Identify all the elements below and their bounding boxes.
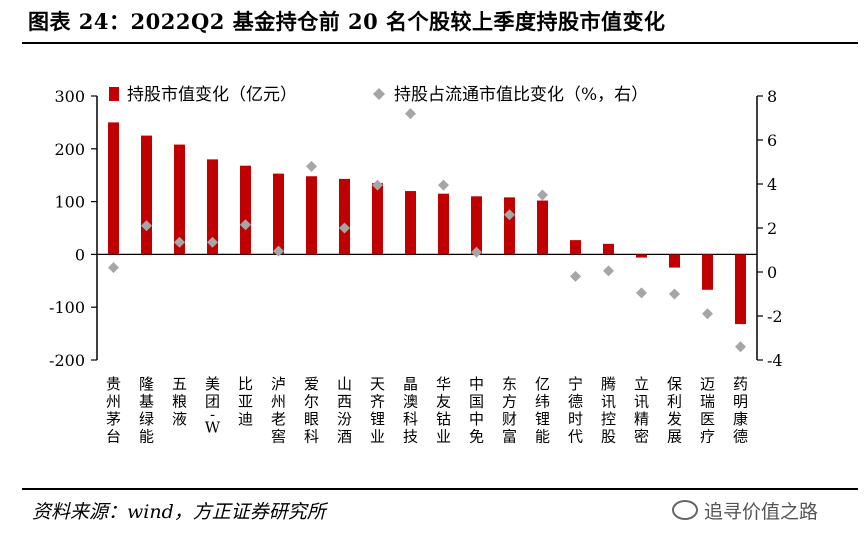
category-label: 爱尔眼科 [304,375,319,446]
left-axis-tick-label: 300 [54,87,85,106]
scatter-point [669,288,680,300]
bar [273,173,284,255]
category-label: 贵州茅台 [106,375,121,446]
bar [603,243,614,255]
scatter-point [306,160,317,172]
bar [570,240,581,255]
scatter-point [438,179,449,191]
bar [438,193,449,255]
left-axis-tick-label: -200 [49,351,85,370]
scatter-point [702,308,713,320]
legend-bar-label: 持股市值变化（亿元） [127,85,297,105]
category-label: 美团-W [205,375,221,437]
scatter-point [273,245,284,257]
bar [339,178,350,255]
category-label: 天齐锂业 [370,375,385,446]
scatter-point [372,179,383,191]
category-label: 华友钴业 [436,375,451,446]
bar [240,165,251,255]
bar [471,196,482,255]
scatter-point [603,265,614,277]
scatter-point [537,189,548,201]
scatter-point [339,222,350,234]
scatter-point [207,236,218,248]
category-label: 保利发展 [667,375,682,446]
chart: 300 200 100 0 -100 -200 8 6 4 2 0 -2 -4 贵州茅台 隆基绿能 五粮液 美团… [49,85,783,446]
category-label: 比亚迪 [238,375,253,428]
category-label: 五粮液 [172,375,187,428]
right-axis-tick-label: -4 [767,351,783,370]
scatter-point [174,236,185,248]
category-label: 隆基绿能 [139,375,154,446]
right-axis-tick-label: 8 [767,87,777,106]
legend-bar-swatch [109,87,119,101]
category-label: 药明康德 [733,375,748,446]
bar [207,159,218,255]
left-axis-tick-label: 200 [54,140,85,159]
scatter-point [504,209,515,221]
legend-marker-swatch [373,88,385,100]
watermark: 追寻价值之路 [672,497,818,524]
category-label: 中国中免 [469,375,484,446]
bar [504,197,515,255]
category-label: 立讯精密 [634,375,649,446]
bar [702,254,713,290]
bar [306,176,317,255]
left-axis-tick-label: 100 [54,193,85,212]
category-label: 泸州老窖 [271,375,286,446]
footer-rule [22,488,858,490]
category-label: 山西汾酒 [337,375,352,446]
right-axis-tick-label: 2 [767,219,777,238]
right-axis-tick-label: 0 [767,263,777,282]
right-axis-tick-label: 6 [767,131,777,150]
bar [174,144,185,255]
wechat-icon [672,500,698,520]
right-axis-tick-label: -2 [767,307,783,326]
watermark-text: 追寻价值之路 [704,501,819,523]
figure-title: 图表 24：2022Q2 基金持仓前 20 名个股较上季度持股市值变化 [28,9,666,34]
scatter-point [735,341,746,353]
scatter-point [405,108,416,120]
category-label: 迈瑞医疗 [700,375,715,446]
category-label: 晶澳科技 [403,375,418,446]
left-axis-tick-label: -100 [49,298,85,317]
category-label: 东方财富 [502,375,517,446]
scatter-point [636,287,647,299]
bar [537,200,548,255]
bar [405,191,416,255]
scatter-point [240,219,251,231]
category-label: 腾讯控股 [601,375,616,446]
bar [108,122,119,255]
scatter-point [141,220,152,232]
category-label: 亿纬锂能 [535,375,550,446]
bar [372,183,383,255]
bar [141,135,152,255]
scatter-point [570,270,581,282]
category-label: 宁德时代 [568,375,583,446]
bar [636,254,647,258]
source-note: 资料来源：wind，方正证券研究所 [32,501,326,523]
scatter-point [471,246,482,258]
scatter-point [108,262,119,274]
title-rule [22,42,858,44]
bar [669,254,680,268]
left-axis-tick-label: 0 [75,245,85,264]
legend-marker-label: 持股占流通市值比变化（%，右） [394,85,648,105]
right-axis-tick-label: 4 [767,175,777,194]
bar [735,254,746,325]
